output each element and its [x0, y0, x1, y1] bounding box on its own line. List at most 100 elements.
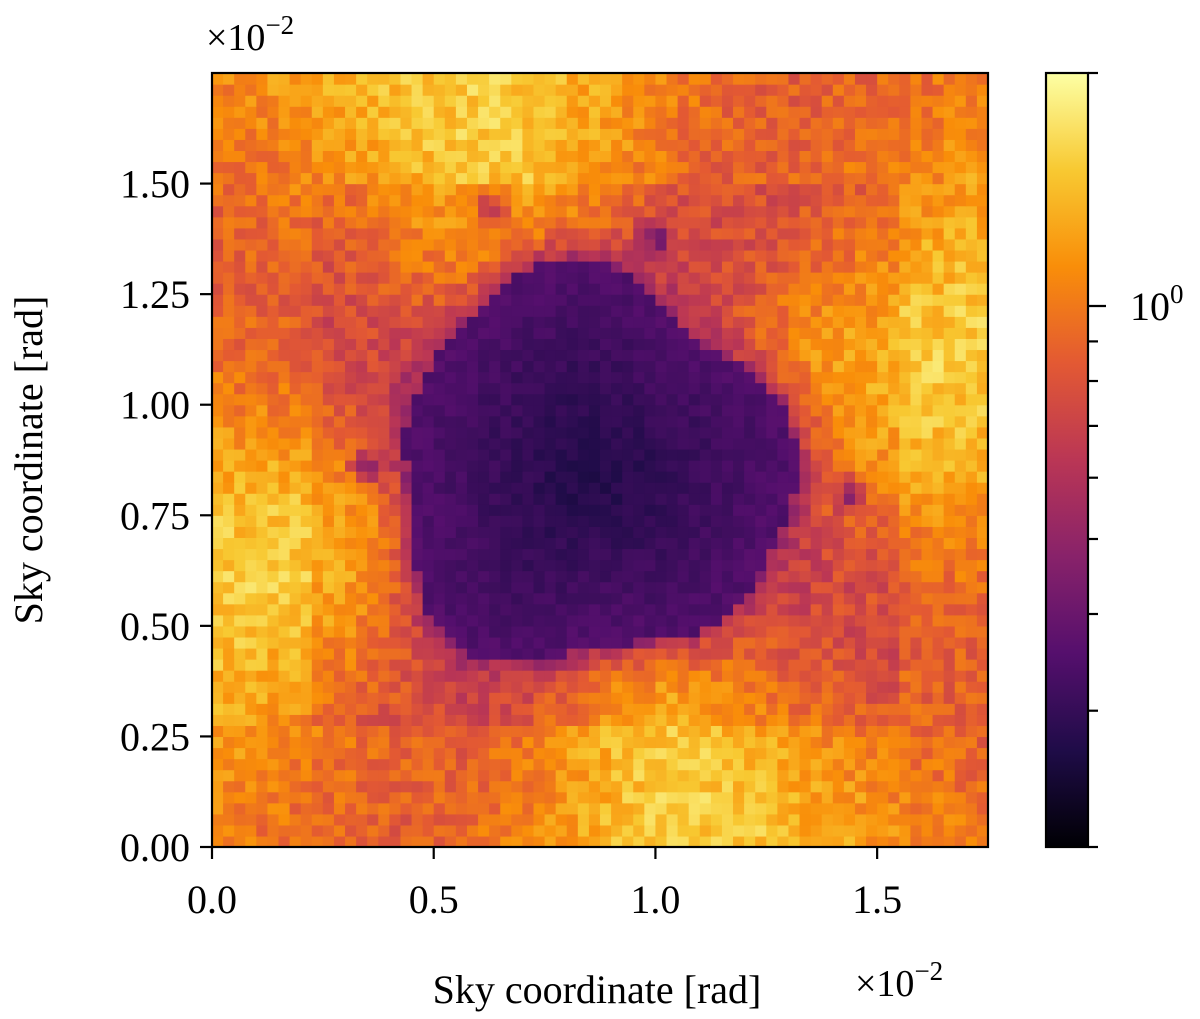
heatmap-cell	[389, 382, 402, 395]
heatmap-cell	[877, 117, 889, 129]
heatmap-cell	[389, 194, 402, 207]
heatmap-cell	[755, 570, 767, 583]
heatmap-cell	[965, 194, 978, 207]
heatmap-cell	[766, 824, 778, 837]
heatmap-cell	[555, 227, 568, 240]
heatmap-cell	[566, 172, 579, 185]
heatmap-cell	[888, 758, 900, 771]
heatmap-cell	[367, 305, 379, 317]
heatmap-cell	[899, 659, 911, 671]
heatmap-cell	[766, 139, 778, 151]
heatmap-cell	[588, 780, 601, 793]
heatmap-cell	[843, 791, 856, 804]
heatmap-cell	[256, 791, 269, 804]
heatmap-cell	[810, 504, 823, 516]
heatmap-cell	[577, 493, 590, 505]
heatmap-cell	[455, 813, 468, 826]
heatmap-cell	[877, 128, 889, 140]
heatmap-cell	[533, 747, 546, 760]
heatmap-cell	[943, 824, 956, 837]
heatmap-cell	[932, 172, 945, 185]
heatmap-cell	[577, 382, 590, 395]
heatmap-cell	[411, 625, 424, 638]
heatmap-cell	[433, 216, 446, 229]
heatmap-cell	[799, 205, 812, 218]
heatmap-cell	[411, 73, 424, 85]
heatmap-cell	[777, 316, 790, 328]
heatmap-cell	[910, 305, 923, 317]
heatmap-cell	[533, 659, 546, 671]
heatmap-cell	[843, 371, 856, 384]
heatmap-cell	[854, 283, 867, 295]
heatmap-cell	[832, 537, 845, 550]
heatmap-cell	[478, 139, 490, 151]
heatmap-cell	[799, 581, 812, 594]
heatmap-cell	[322, 360, 335, 373]
heatmap-cell	[511, 570, 523, 583]
heatmap-cell	[400, 681, 413, 693]
heatmap-cell	[433, 139, 446, 151]
heatmap-cell	[755, 482, 767, 494]
heatmap-cell	[300, 725, 313, 738]
heatmap-cell	[489, 603, 501, 616]
heatmap-cell	[788, 703, 801, 715]
heatmap-cell	[633, 349, 645, 362]
heatmap-cell	[622, 526, 634, 538]
heatmap-cell	[333, 139, 346, 151]
heatmap-cell	[489, 659, 501, 671]
heatmap-cell	[644, 570, 657, 583]
heatmap-cell	[699, 526, 712, 538]
heatmap-cell	[278, 106, 291, 118]
heatmap-cell	[832, 802, 845, 815]
heatmap-cell	[611, 681, 623, 693]
heatmap-cell	[455, 614, 468, 627]
heatmap-cell	[644, 84, 657, 96]
heatmap-cell	[688, 526, 701, 538]
heatmap-cell	[954, 647, 967, 660]
heatmap-cell	[832, 338, 845, 351]
heatmap-cell	[311, 194, 324, 207]
heatmap-cell	[256, 758, 269, 771]
heatmap-cell	[356, 426, 368, 439]
heatmap-cell	[566, 703, 579, 715]
heatmap-cell	[932, 106, 945, 118]
heatmap-cell	[522, 471, 535, 483]
heatmap-cell	[322, 482, 335, 494]
heatmap-cell	[411, 437, 424, 450]
heatmap-cell	[356, 681, 368, 693]
heatmap-cell	[622, 824, 634, 837]
heatmap-cell	[821, 227, 834, 240]
heatmap-cell	[389, 216, 402, 229]
heatmap-cell	[921, 780, 934, 793]
heatmap-cell	[710, 227, 723, 240]
heatmap-cell	[300, 791, 313, 804]
heatmap-cell	[600, 791, 612, 804]
heatmap-cell	[566, 183, 579, 196]
heatmap-cell	[976, 227, 989, 240]
heatmap-cell	[821, 150, 834, 163]
heatmap-cell	[888, 437, 900, 450]
heatmap-cell	[677, 327, 690, 339]
heatmap-cell	[522, 681, 535, 693]
heatmap-cell	[932, 393, 945, 406]
heatmap-cell	[489, 426, 501, 439]
heatmap-cell	[433, 515, 446, 527]
heatmap-cell	[877, 84, 889, 96]
heatmap-cell	[600, 559, 612, 572]
heatmap-cell	[367, 360, 379, 373]
heatmap-cell	[688, 371, 701, 384]
heatmap-cell	[433, 758, 446, 771]
heatmap-cell	[600, 272, 612, 284]
heatmap-cell	[311, 835, 324, 848]
heatmap-cell	[677, 460, 690, 472]
heatmap-cell	[777, 659, 790, 671]
heatmap-cell	[755, 471, 767, 483]
heatmap-cell	[588, 161, 601, 174]
heatmap-cell	[821, 360, 834, 373]
heatmap-cell	[333, 736, 346, 749]
heatmap-cell	[500, 393, 512, 406]
heatmap-cell	[389, 802, 402, 815]
heatmap-cell	[212, 548, 224, 561]
heatmap-cell	[245, 526, 257, 538]
heatmap-cell	[566, 260, 579, 273]
